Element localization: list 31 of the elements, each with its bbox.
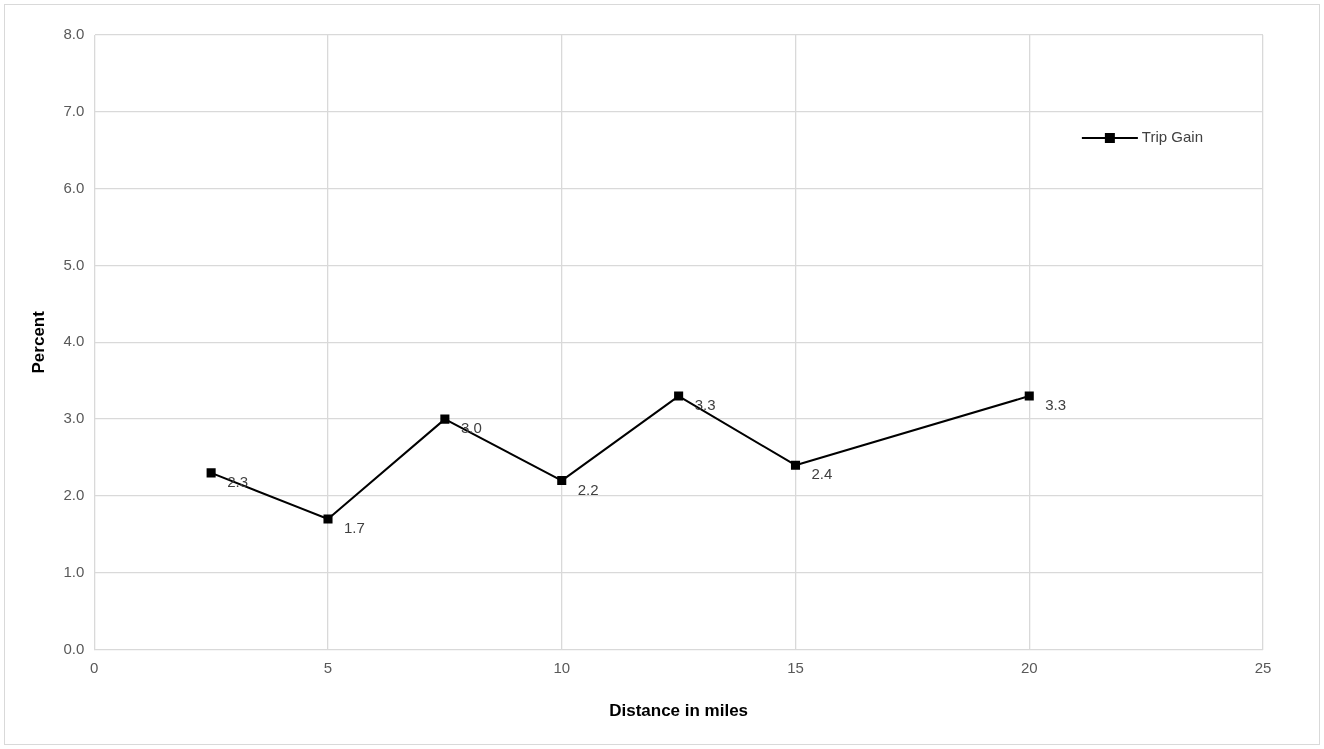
y-tick-label: 8.0 — [63, 25, 85, 43]
x-axis-title: Distance in miles — [609, 701, 749, 721]
y-tick-label: 4.0 — [63, 332, 85, 350]
point — [557, 476, 567, 486]
data-label: 2.4 — [811, 465, 833, 483]
data-label: 3.0 — [460, 419, 482, 437]
data-label: 1.7 — [344, 519, 365, 537]
point — [1024, 391, 1034, 401]
legend-label: Trip Gain — [1141, 128, 1204, 146]
y-tick-label: 1.0 — [63, 562, 85, 580]
x-tick-label: 0 — [90, 658, 99, 676]
x-tick-label: 25 — [1254, 658, 1272, 676]
point — [440, 414, 450, 424]
data-label: 3.3 — [694, 396, 716, 414]
x-tick-label: 10 — [553, 658, 571, 676]
x-tick-label: 15 — [787, 658, 804, 676]
y-tick-label: 7.0 — [63, 101, 85, 119]
y-tick-label: 2.0 — [63, 486, 85, 504]
y-tick-label: 3.0 — [63, 409, 85, 427]
point — [790, 460, 801, 470]
y-tick-label: 6.0 — [63, 178, 85, 196]
point — [206, 468, 216, 478]
data-label: 3.3 — [1045, 396, 1067, 414]
point — [674, 391, 684, 401]
data-label: 2.2 — [577, 480, 599, 498]
y-tick-label: 0.0 — [63, 639, 85, 657]
x-tick-label: 20 — [1020, 658, 1038, 676]
point — [323, 514, 333, 524]
y-axis-title: Percent — [28, 310, 48, 374]
x-tick-label: 5 — [323, 658, 333, 676]
y-tick-label: 5.0 — [63, 255, 85, 273]
